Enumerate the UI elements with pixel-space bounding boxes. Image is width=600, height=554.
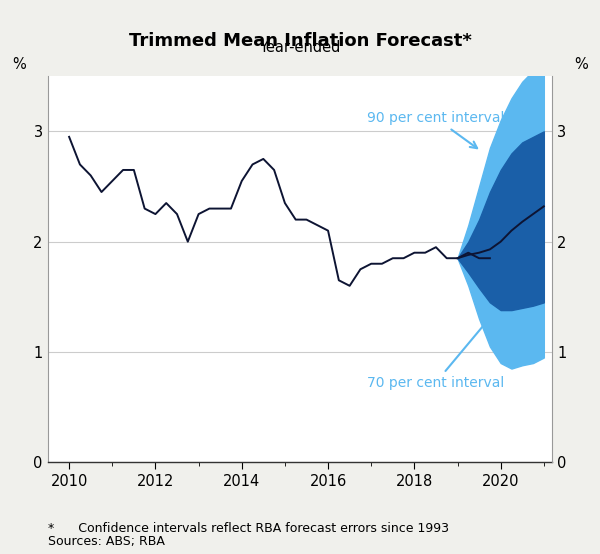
Text: *      Confidence intervals reflect RBA forecast errors since 1993: * Confidence intervals reflect RBA forec… [48, 522, 449, 535]
Text: %: % [12, 57, 26, 73]
Title: Trimmed Mean Inflation Forecast*: Trimmed Mean Inflation Forecast* [128, 32, 472, 50]
Text: Year-ended: Year-ended [259, 40, 341, 55]
Text: 70 per cent interval: 70 per cent interval [367, 314, 504, 390]
Text: %: % [574, 57, 588, 73]
Text: 90 per cent interval: 90 per cent interval [367, 111, 504, 148]
Text: Sources: ABS; RBA: Sources: ABS; RBA [48, 536, 165, 548]
